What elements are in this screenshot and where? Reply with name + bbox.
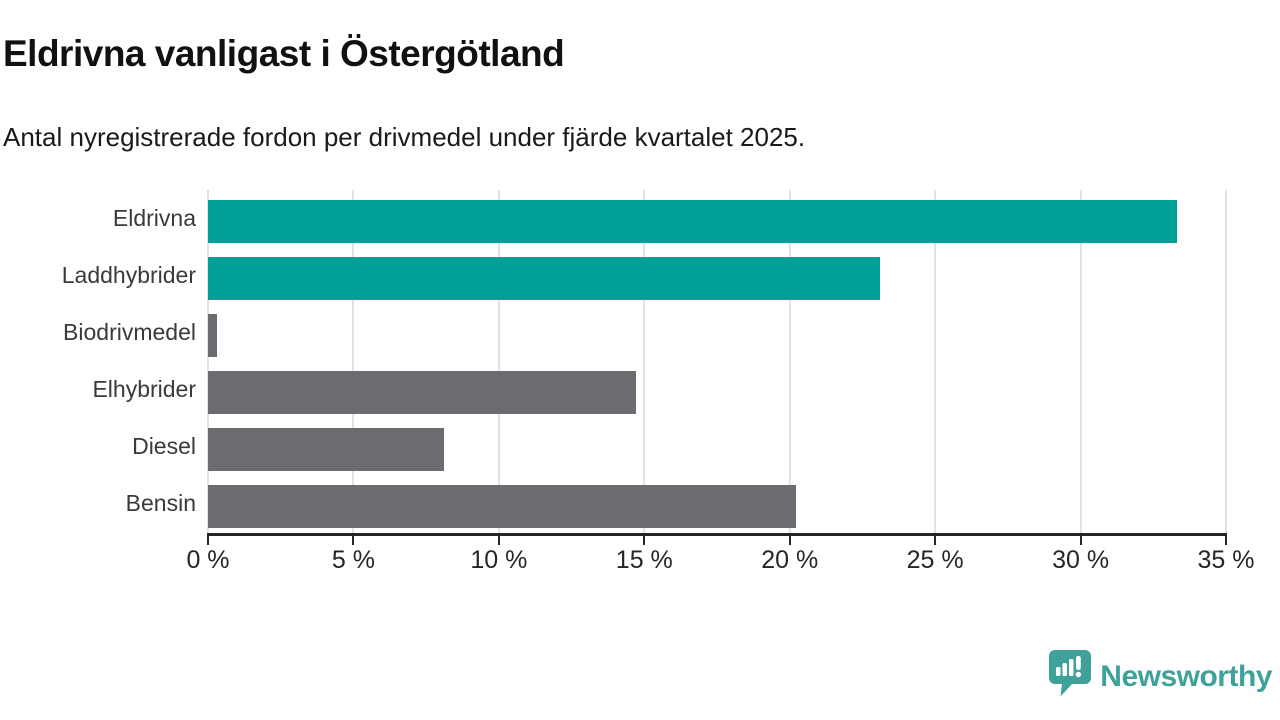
gridline <box>207 190 209 535</box>
gridline <box>1225 190 1227 535</box>
bar-elhybrider <box>208 371 636 414</box>
bar-row <box>208 418 1226 475</box>
plot-area <box>207 190 1227 535</box>
category-label: Laddhybrider <box>61 262 196 288</box>
x-tick <box>643 536 646 545</box>
gridline <box>788 190 791 535</box>
category-label: Eldrivna <box>112 205 196 231</box>
x-tick <box>1079 536 1082 545</box>
category-label: Elhybrider <box>92 376 196 402</box>
y-axis-labels: Eldrivna Laddhybrider Biodrivmedel Elhybrid… <box>0 190 196 535</box>
x-tick-label: 25 % <box>906 546 964 574</box>
bar-row <box>208 247 1226 304</box>
bar-row <box>208 304 1226 361</box>
category-label: Bensin <box>125 490 196 516</box>
bar-row <box>208 190 1226 247</box>
x-tick-label: 5 % <box>331 546 375 574</box>
x-tick-label: 30 % <box>1052 546 1110 574</box>
x-tick <box>497 536 500 545</box>
chart-subtitle: Antal nyregistrerade fordon per drivmede… <box>3 122 806 152</box>
chart-title: Eldrivna vanligast i Östergötland <box>3 33 565 74</box>
bar-bensin <box>208 485 796 528</box>
x-tick <box>934 536 937 545</box>
x-tick-label: 0 % <box>186 546 230 574</box>
bar-eldrivna <box>208 200 1177 243</box>
x-tick <box>788 536 791 545</box>
x-tick <box>352 536 355 545</box>
gridline <box>352 190 355 535</box>
x-tick <box>1225 536 1227 545</box>
speech-bubble-bar-chart-icon <box>1048 649 1092 704</box>
bar-biodrivmedel <box>208 314 217 357</box>
x-tick <box>207 536 209 545</box>
x-axis-line <box>207 533 1227 536</box>
x-tick-label: 15 % <box>615 546 673 574</box>
bar-chart: Eldrivna Laddhybrider Biodrivmedel Elhybrid… <box>0 190 1280 590</box>
category-label: Biodrivmedel <box>63 319 196 345</box>
bar-row <box>208 475 1226 532</box>
bar-row <box>208 361 1226 418</box>
gridline <box>934 190 937 535</box>
gridline <box>1079 190 1082 535</box>
x-tick-label: 20 % <box>761 546 819 574</box>
gridline <box>643 190 646 535</box>
gridline <box>497 190 500 535</box>
newsworthy-logo: Newsworthy <box>1048 649 1272 704</box>
category-label: Diesel <box>132 433 196 459</box>
x-tick-label: 10 % <box>470 546 528 574</box>
bar-diesel <box>208 428 444 471</box>
bar-laddhybrider <box>208 257 880 300</box>
brand-name: Newsworthy <box>1100 659 1272 693</box>
x-tick-label: 35 % <box>1197 546 1255 574</box>
